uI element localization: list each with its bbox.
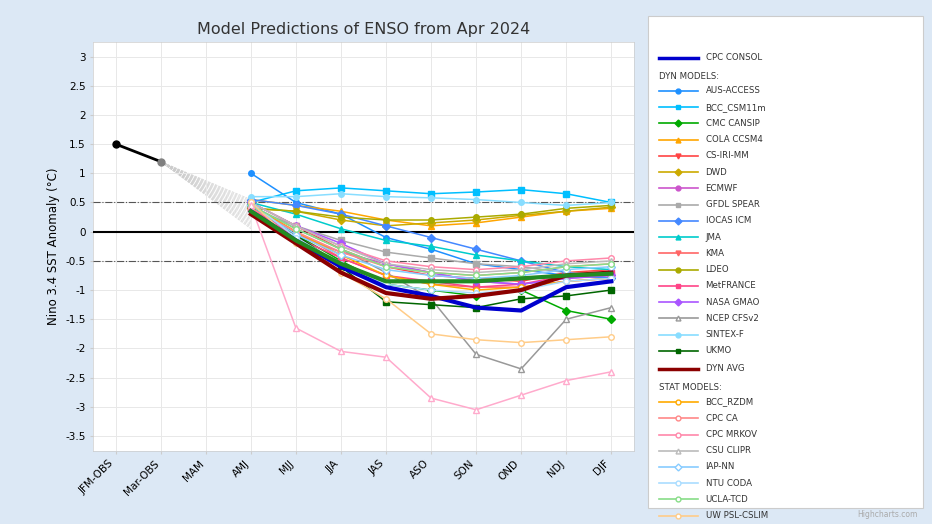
Text: DWD: DWD [706,168,727,177]
Text: CPC CONSOL: CPC CONSOL [706,53,761,62]
Text: NASA GMAO: NASA GMAO [706,298,759,307]
Text: BCC_CSM11m: BCC_CSM11m [706,103,766,112]
Y-axis label: Nino 3.4 SST Anomaly (°C): Nino 3.4 SST Anomaly (°C) [47,168,60,325]
Text: IOCAS ICM: IOCAS ICM [706,216,751,225]
Text: MetFRANCE: MetFRANCE [706,281,756,290]
Text: NTU CODA: NTU CODA [706,479,751,488]
Text: IAP-NN: IAP-NN [706,463,735,472]
Text: STAT MODELS:: STAT MODELS: [659,383,721,392]
Text: Highcharts.com: Highcharts.com [857,510,918,519]
Text: JMA: JMA [706,233,721,242]
Text: NCEP CFSv2: NCEP CFSv2 [706,314,759,323]
Text: CMC CANSIP: CMC CANSIP [706,119,760,128]
Text: CPC MRKOV: CPC MRKOV [706,430,757,439]
Text: BCC_RZDM: BCC_RZDM [706,398,754,407]
Text: GFDL SPEAR: GFDL SPEAR [706,200,760,209]
Text: ECMWF: ECMWF [706,184,738,193]
Text: CPC CA: CPC CA [706,414,737,423]
Text: DYN MODELS:: DYN MODELS: [659,72,720,81]
Text: IRI: IRI [811,51,829,64]
Title: Model Predictions of ENSO from Apr 2024: Model Predictions of ENSO from Apr 2024 [197,21,530,37]
Text: UW PSL-CSLIM: UW PSL-CSLIM [706,511,768,520]
Text: DYN AVG: DYN AVG [706,364,744,373]
Text: CS-IRI-MM: CS-IRI-MM [706,151,749,160]
Text: UKMO: UKMO [706,346,732,355]
Text: CSU CLIPR: CSU CLIPR [706,446,750,455]
Text: LDEO: LDEO [706,265,729,274]
Text: SINTEX-F: SINTEX-F [706,330,745,339]
Text: COLA CCSM4: COLA CCSM4 [706,135,762,144]
Text: UCLA-TCD: UCLA-TCD [706,495,748,504]
Text: KMA: KMA [706,249,724,258]
Text: AUS-ACCESS: AUS-ACCESS [706,86,761,95]
